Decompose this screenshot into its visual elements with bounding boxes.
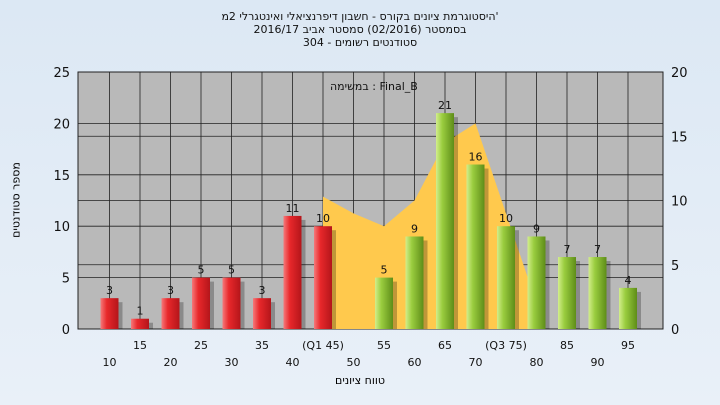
y2-tick-label: 5	[671, 259, 679, 274]
bar-value-label: 9	[411, 222, 418, 235]
bar-value-label: 5	[381, 264, 388, 277]
right-axis: 0 5 10 15 20	[671, 66, 688, 338]
title-line-1: היסטוגרמת ציונים בקורס - חשבון דיפרנציאל…	[221, 10, 499, 23]
bar-value-label: 3	[106, 284, 113, 297]
bar-value-label: 3	[259, 284, 266, 297]
bar-value-label: 1	[137, 305, 144, 318]
bar	[436, 113, 454, 330]
bar	[192, 277, 210, 329]
left-axis: 0 5 10 15 20 25	[53, 66, 70, 338]
bar-value-label: 4	[625, 274, 632, 287]
x-tick-label: 90	[591, 356, 605, 369]
y2-tick-label: 10	[671, 195, 688, 210]
annotation: במשימה : Final_B	[330, 80, 418, 93]
bar-value-label: 10	[499, 212, 513, 225]
x-tick-label: (Q3 75)	[485, 339, 527, 352]
y2-tick-label: 20	[671, 66, 688, 81]
bars-group: 3 1 3 5 5 3 11 10 5 9 21 16 10 9 7 7 4	[100, 99, 641, 330]
y-tick-label: 10	[53, 220, 70, 235]
bar	[100, 298, 119, 329]
title-line-2: בסמסטר (02/2016) סמסטר אביב 2016/17	[253, 23, 467, 36]
x-tick-label: 65	[438, 339, 452, 352]
x-tick-label: 55	[377, 339, 391, 352]
bar-value-label: 7	[564, 243, 571, 256]
x-tick-label: 95	[621, 339, 635, 352]
y-tick-label: 5	[62, 272, 70, 287]
bar	[314, 226, 332, 329]
bar	[466, 164, 485, 329]
bar	[375, 277, 393, 329]
bar-value-label: 16	[469, 151, 483, 164]
y-tick-label: 20	[53, 117, 70, 132]
x-tick-label: 40	[286, 356, 300, 369]
bar-value-label: 10	[316, 212, 330, 225]
x-tick-label: 20	[164, 356, 178, 369]
y-tick-label: 0	[62, 323, 70, 338]
bar	[558, 257, 576, 329]
x-tick-label: (Q1 45)	[302, 339, 344, 352]
bar	[527, 236, 546, 329]
y-axis-label: מספר סטודנטים	[9, 162, 23, 238]
y2-tick-label: 15	[671, 130, 688, 145]
bar	[405, 236, 424, 329]
bar-value-label: 21	[438, 99, 452, 112]
x-tick-label: 50	[347, 356, 361, 369]
bar	[283, 215, 302, 329]
bar	[253, 298, 271, 329]
bar	[131, 318, 149, 329]
bar	[222, 277, 241, 329]
bar-value-label: 11	[286, 202, 300, 215]
title-line-3: סטודנטים רשומים - 304	[302, 36, 418, 49]
x-tick-label: 80	[530, 356, 544, 369]
x-axis: 10 15 20 25 30 35 40(Q1 45)50 55 60 65 70(Q3 75)80…	[103, 339, 636, 369]
bar-value-label: 9	[533, 222, 540, 235]
x-tick-label: 70	[469, 356, 483, 369]
x-tick-label: 85	[560, 339, 574, 352]
x-tick-label: 10	[103, 356, 117, 369]
bar	[588, 257, 607, 329]
x-tick-label: 60	[408, 356, 422, 369]
x-tick-label: 25	[194, 339, 208, 352]
chart-title: היסטוגרמת ציונים בקורס - חשבון דיפרנציאל…	[0, 10, 720, 49]
y-tick-label: 15	[53, 169, 70, 184]
y-tick-label: 25	[53, 66, 70, 81]
x-axis-label: טווח ציונים	[335, 374, 385, 387]
bar-value-label: 5	[198, 264, 205, 277]
bar-value-label: 3	[167, 284, 174, 297]
y2-tick-label: 0	[671, 323, 679, 338]
bar-value-label: 5	[228, 264, 235, 277]
bar	[161, 298, 180, 329]
x-tick-label: 35	[255, 339, 269, 352]
x-tick-label: 15	[133, 339, 147, 352]
bar-value-label: 7	[594, 243, 601, 256]
x-tick-label: 30	[225, 356, 239, 369]
bar	[497, 226, 515, 329]
bar	[619, 287, 637, 329]
